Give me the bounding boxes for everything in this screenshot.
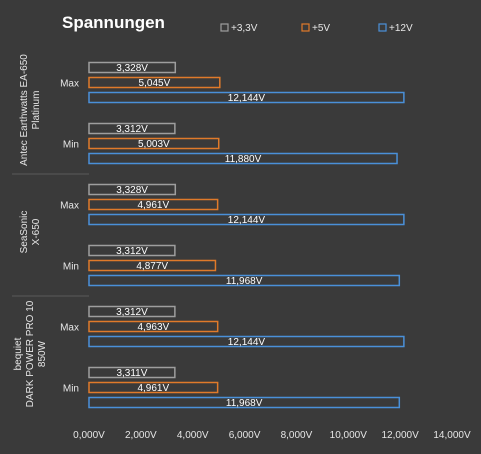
x-tick-label-5: 10,000V bbox=[330, 430, 368, 441]
x-tick-label-2: 4,000V bbox=[177, 430, 209, 441]
bar-data-label: 3,312V bbox=[116, 307, 148, 318]
bar-data-label: 12,144V bbox=[228, 93, 266, 104]
bar-data-label: 11,968V bbox=[226, 398, 263, 409]
bar-2-0-2 bbox=[88, 335, 405, 348]
bar-1-0-2 bbox=[88, 213, 405, 226]
group-label-2-1: DARK POWER PRO 10 bbox=[25, 300, 36, 407]
x-tick-label-1: 2,000V bbox=[125, 430, 157, 441]
bar-data-label: 3,328V bbox=[116, 185, 148, 196]
bar-2-1-2 bbox=[88, 396, 401, 409]
legend-swatch-0 bbox=[220, 23, 229, 32]
bar-data-label: 5,045V bbox=[139, 78, 171, 89]
bar-data-label: 12,144V bbox=[228, 215, 266, 226]
x-tick-label-7: 14,000V bbox=[433, 430, 471, 441]
bar-2-0-0 bbox=[88, 305, 176, 318]
bar-0-1-1 bbox=[88, 137, 220, 150]
bar-2-0-1 bbox=[88, 320, 219, 333]
chart-title: Spannungen bbox=[62, 13, 165, 32]
bar-data-label: 4,963V bbox=[137, 322, 169, 333]
group-label-1-0: SeaSonic bbox=[19, 211, 30, 254]
bar-2-1-0 bbox=[88, 366, 176, 379]
group-label-2-2: 850W bbox=[37, 340, 48, 367]
bar-1-0-0 bbox=[88, 183, 177, 196]
legend-label-2: +12V bbox=[389, 23, 413, 34]
category-label: Max bbox=[60, 323, 79, 334]
x-tick-label-6: 12,000V bbox=[382, 430, 420, 441]
bar-0-1-0 bbox=[88, 122, 176, 135]
x-tick-label-4: 8,000V bbox=[281, 430, 313, 441]
legend-label-1: +5V bbox=[312, 23, 330, 34]
group-label-2-0: bequiet bbox=[13, 337, 24, 370]
category-label: Min bbox=[63, 384, 79, 395]
x-tick-label-3: 6,000V bbox=[229, 430, 261, 441]
bar-2-1-1 bbox=[88, 381, 219, 394]
legend-label-0: +3,3V bbox=[231, 23, 258, 34]
bar-0-0-2 bbox=[88, 91, 405, 104]
bar-1-0-1 bbox=[88, 198, 219, 211]
bar-data-label: 12,144V bbox=[228, 337, 266, 348]
bar-data-label: 3,311V bbox=[116, 368, 147, 379]
group-label-0-0: Antec Earthwatts EA-650 bbox=[19, 54, 30, 166]
category-label: Min bbox=[63, 262, 79, 273]
bar-0-0-0 bbox=[88, 61, 177, 74]
bar-data-label: 3,312V bbox=[116, 124, 148, 135]
x-tick-label-0: 0,000V bbox=[73, 430, 105, 441]
bar-data-label: 5,003V bbox=[138, 139, 170, 150]
bar-data-label: 4,961V bbox=[137, 383, 169, 394]
category-label: Max bbox=[60, 201, 79, 212]
bar-data-label: 4,877V bbox=[136, 261, 168, 272]
bar-1-1-1 bbox=[88, 259, 217, 272]
legend-swatch-2 bbox=[378, 23, 387, 32]
group-label-1-1: X-650 bbox=[31, 218, 42, 245]
bar-0-0-1 bbox=[88, 76, 221, 89]
legend-swatch-1 bbox=[301, 23, 310, 32]
bar-data-label: 11,880V bbox=[225, 154, 262, 165]
bar-1-1-2 bbox=[88, 274, 401, 287]
bar-0-1-2 bbox=[88, 152, 398, 165]
category-label: Max bbox=[60, 79, 79, 90]
bar-data-label: 3,328V bbox=[116, 63, 148, 74]
group-label-0-1: Platinum bbox=[31, 91, 42, 130]
bar-data-label: 3,312V bbox=[116, 246, 148, 257]
bar-data-label: 4,961V bbox=[137, 200, 169, 211]
category-label: Min bbox=[63, 140, 79, 151]
bar-1-1-0 bbox=[88, 244, 176, 257]
bar-data-label: 11,968V bbox=[226, 276, 263, 287]
